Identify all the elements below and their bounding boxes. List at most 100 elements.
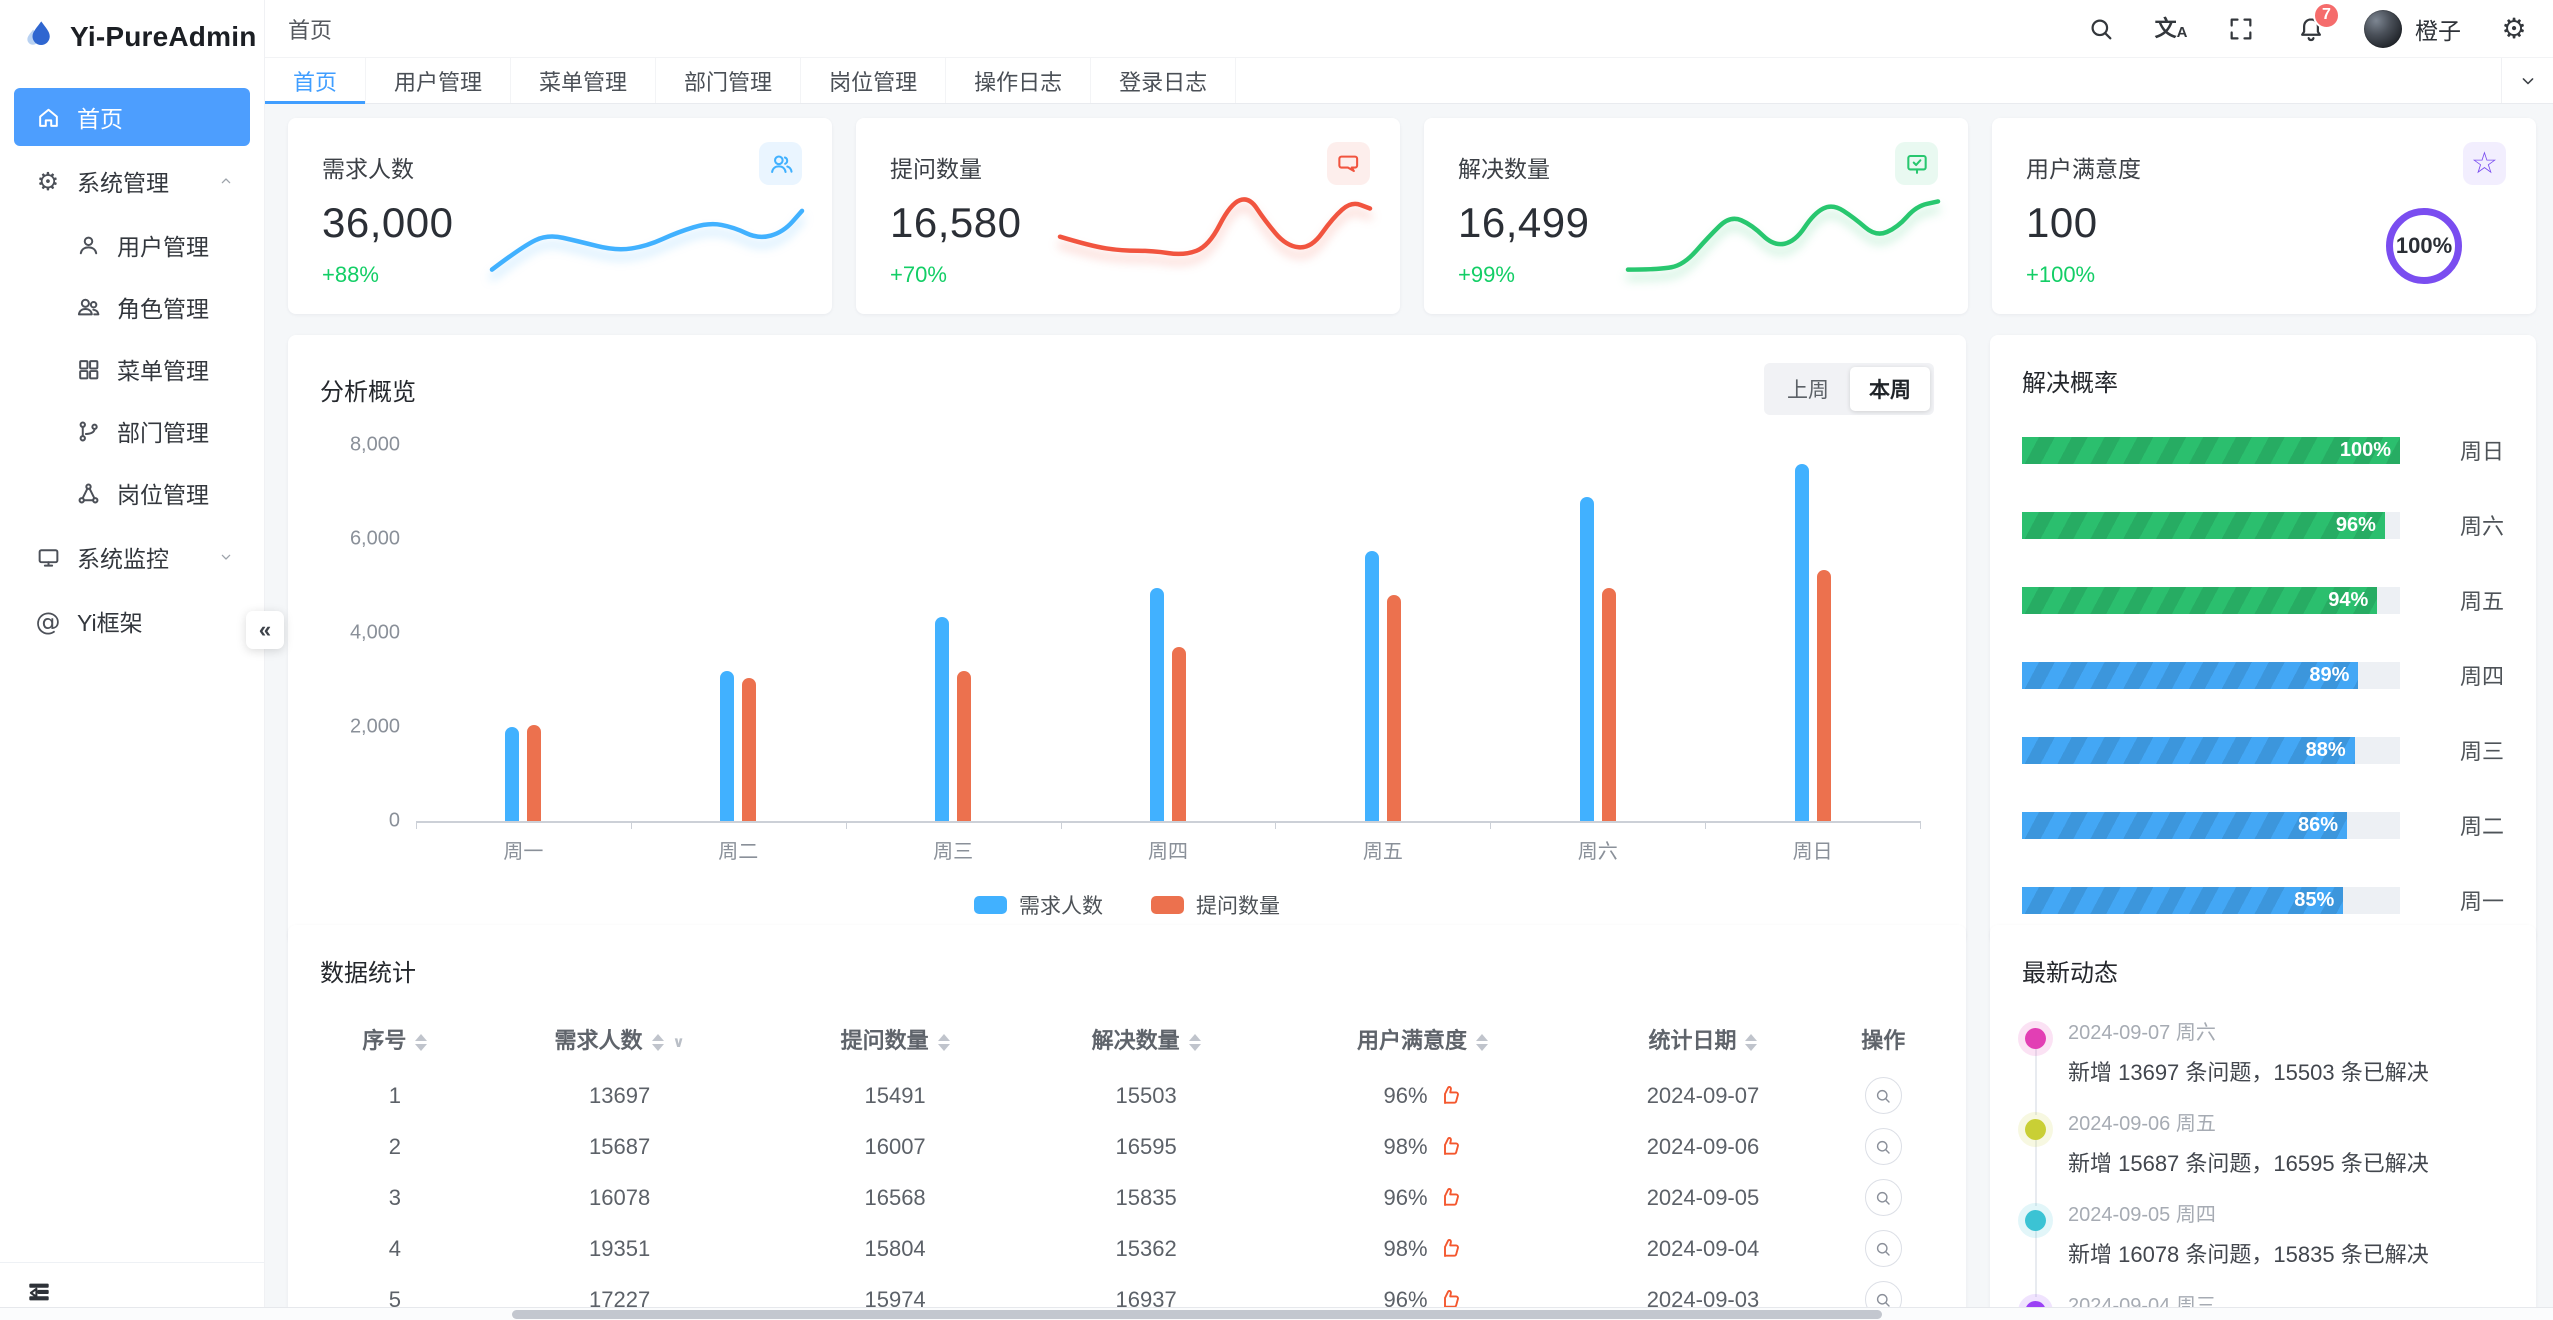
stat-card-metrics: 16,580 +70%	[890, 199, 1021, 288]
search-button[interactable]	[2084, 12, 2118, 46]
latest-news-title: 最新动态	[2022, 960, 2118, 987]
bell-button[interactable]: 7	[2294, 1, 2340, 46]
cell-actions	[1833, 1172, 1934, 1223]
bar-提问数量	[527, 724, 542, 821]
sidebar-item-label: 岗位管理	[117, 482, 209, 508]
cell-index: 3	[388, 1184, 401, 1210]
legend-item-提问数量[interactable]: 提问数量	[1151, 890, 1280, 920]
sort-carets[interactable]	[937, 1033, 950, 1051]
sort-carets[interactable]	[651, 1033, 664, 1051]
timeline-connector	[2035, 1230, 2037, 1297]
stat-card-body: 36,000 +88%	[322, 185, 805, 288]
sidebar-item-用户管理[interactable]: 用户管理	[14, 216, 250, 274]
solve-rate-row-周一: 85% 周一	[2022, 884, 2504, 916]
progress-fill: 85%	[2022, 886, 2343, 914]
row-view-button[interactable]	[1864, 1230, 1902, 1267]
sidebar-item-label: Yi框架	[77, 610, 143, 636]
stat-card-metrics: 16,499 +99%	[1458, 199, 1589, 288]
latest-news-card: 最新动态 2024-09-07 周六新增 13697 条问题，15503 条已解…	[1990, 925, 2536, 1320]
chevron-down-icon	[2518, 71, 2538, 91]
fold-sidebar-icon[interactable]	[26, 1279, 52, 1305]
tab-首页[interactable]: 首页	[265, 58, 367, 104]
home-icon	[32, 105, 64, 130]
sidebar-item-部门管理[interactable]: 部门管理	[14, 402, 250, 460]
timeline-text: 新增 13697 条问题，15503 条已解决	[2068, 1060, 2429, 1085]
users-icon	[72, 295, 104, 320]
middle-row: 分析概览 上周 本周 0 2,000 4,000 6,000 8,000 周一 周二 周三 周四…	[288, 335, 2536, 944]
progress-day-label: 周五	[2459, 589, 2504, 614]
tab-部门管理[interactable]: 部门管理	[656, 58, 802, 103]
sidebar-item-岗位管理[interactable]: 岗位管理	[14, 464, 250, 522]
sidebar-item-系统管理[interactable]: ⚙ 系统管理	[14, 152, 250, 210]
progress-fill: 94%	[2022, 586, 2377, 614]
data-statistics-title: 数据统计	[320, 960, 416, 987]
sidebar-item-Yi框架[interactable]: @ Yi框架	[14, 592, 250, 650]
sort-carets[interactable]	[1476, 1033, 1489, 1051]
sidebar-item-菜单管理[interactable]: 菜单管理	[14, 340, 250, 398]
tab-actions-button[interactable]	[2501, 58, 2553, 103]
stat-card-badge	[1895, 142, 1938, 185]
timeline-dot	[2025, 1119, 2046, 1140]
stat-card-title: 需求人数	[322, 156, 414, 182]
tab-菜单管理[interactable]: 菜单管理	[511, 58, 657, 103]
user-menu[interactable]: 橙子	[2364, 9, 2461, 48]
tab-登录日志[interactable]: 登录日志	[1091, 58, 1237, 103]
bar-chart-x-labels: 周一 周二 周三 周四 周五 周六 周日	[416, 835, 1920, 864]
filter-chevron-icon[interactable]: ∨	[672, 1034, 685, 1052]
sort-carets[interactable]	[1188, 1033, 1201, 1051]
sidebar-collapse-button[interactable]: «	[246, 611, 284, 649]
row-view-button[interactable]	[1864, 1077, 1902, 1114]
x-axis-category-label: 周六	[1577, 841, 1618, 863]
sidebar-item-角色管理[interactable]: 角色管理	[14, 278, 250, 336]
tab-岗位管理[interactable]: 岗位管理	[801, 58, 947, 103]
sort-ascending-caret	[651, 1033, 664, 1041]
magnifier-icon	[1874, 1291, 1892, 1309]
monitor-icon	[32, 545, 64, 570]
sort-carets[interactable]	[1745, 1033, 1758, 1051]
column-header-label: 提问数量	[840, 1028, 929, 1053]
progress-track: 88%	[2022, 736, 2400, 764]
timeline-date: 2024-09-07 周六	[2068, 1022, 2216, 1044]
column-header-label: 解决数量	[1091, 1028, 1180, 1053]
row-view-button[interactable]	[1864, 1128, 1902, 1165]
x-axis-tick	[630, 821, 632, 829]
sort-ascending-caret	[937, 1033, 950, 1041]
nodes-icon	[72, 481, 104, 506]
x-axis-category-label: 周二	[718, 841, 759, 863]
toggle-option-本周[interactable]: 本周	[1850, 367, 1930, 411]
x-axis-tick	[1705, 821, 1707, 829]
sidebar-item-label: 系统监控	[77, 546, 169, 572]
y-axis-tick-label: 2,000	[349, 715, 400, 738]
x-axis-category-label: 周日	[1792, 841, 1833, 863]
fullscreen-button[interactable]	[2224, 12, 2258, 46]
column-header-label: 操作	[1861, 1028, 1906, 1053]
stat-card-body: 100 +100% 100%	[2026, 185, 2506, 288]
sort-carets[interactable]	[415, 1033, 428, 1051]
satisfaction-value: 96%	[1383, 1082, 1428, 1108]
x-axis-tick	[416, 821, 417, 829]
sidebar-item-系统监控[interactable]: 系统监控	[14, 528, 250, 586]
row-view-button[interactable]	[1864, 1179, 1902, 1216]
tab-操作日志[interactable]: 操作日志	[946, 58, 1092, 103]
content: 需求人数 36,000 +88% 提问数量 16,580 +70% 解决数量 16,499 +9…	[265, 104, 2553, 1320]
progress-percent-label: 100%	[2339, 438, 2391, 461]
solve-rate-row-周日: 100% 周日	[2022, 434, 2504, 466]
cell-satisfaction: 98%	[1272, 1223, 1574, 1274]
horizontal-scrollbar-thumb[interactable]	[512, 1310, 1882, 1319]
sidebar-item-首页[interactable]: 首页	[14, 88, 250, 146]
column-header-序号: 序号	[320, 1008, 470, 1070]
progress-day-label: 周一	[2459, 889, 2504, 914]
tab-用户管理[interactable]: 用户管理	[366, 58, 512, 103]
logo[interactable]: Yi-PureAdmin	[0, 0, 264, 74]
progress-day-label: 周六	[2459, 514, 2504, 539]
y-axis-tick-label: 4,000	[349, 621, 400, 644]
settings-button[interactable]: ⚙	[2497, 12, 2531, 46]
chat-icon	[1336, 151, 1362, 177]
gear-icon: ⚙	[2501, 11, 2527, 45]
stat-card-sparkline	[1057, 185, 1373, 284]
legend-item-需求人数[interactable]: 需求人数	[974, 890, 1103, 920]
message-check-icon	[1904, 151, 1930, 177]
toggle-option-上周[interactable]: 上周	[1787, 379, 1829, 402]
cell-demand: 13697	[589, 1082, 651, 1108]
